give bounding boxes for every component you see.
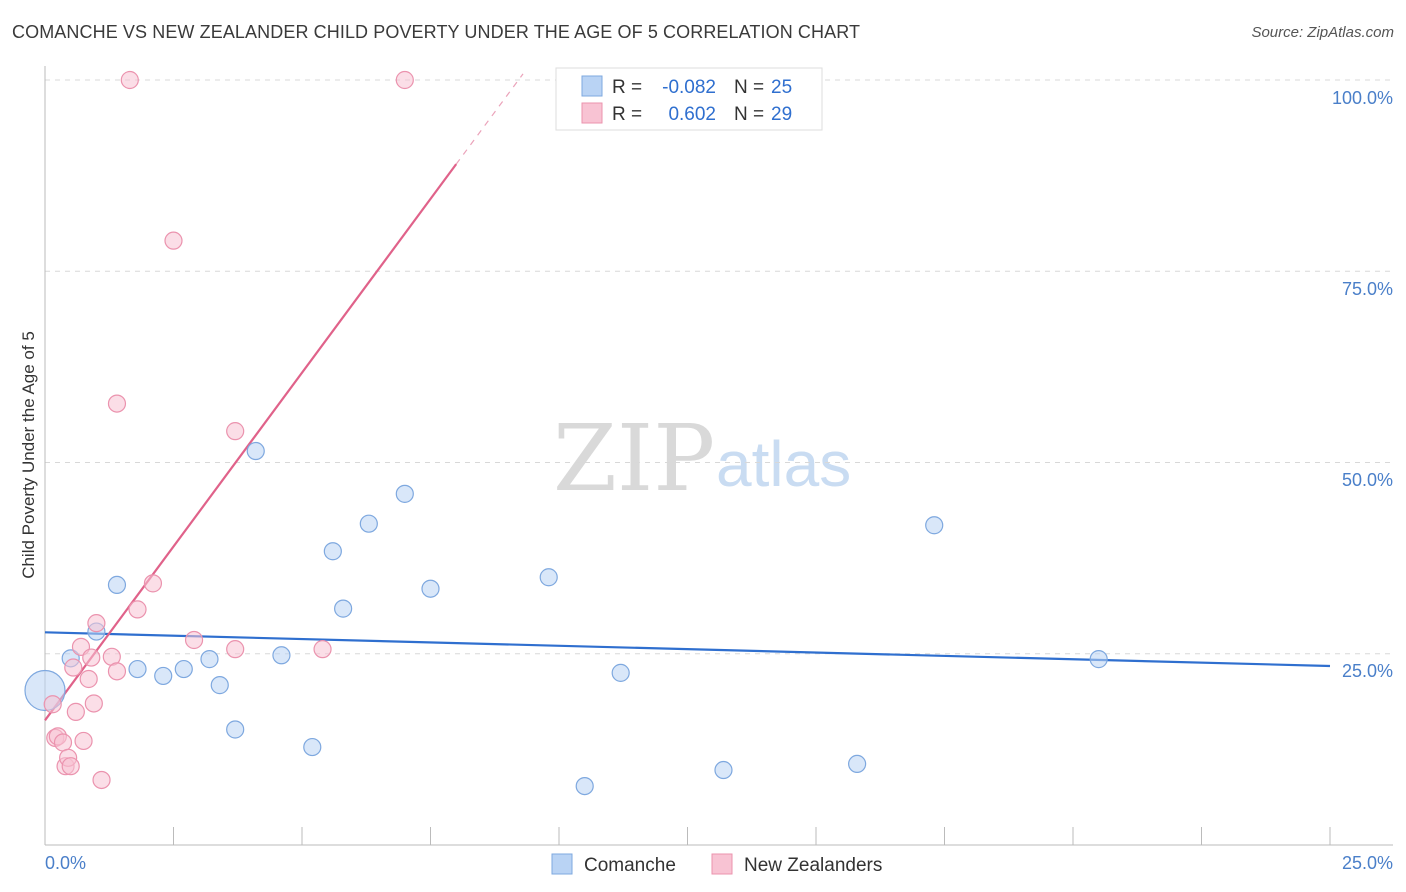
point-comanche-4 xyxy=(128,659,147,679)
legend-label-nz: New Zealanders xyxy=(744,855,882,876)
point-comanche-9 xyxy=(226,720,245,739)
trend-lines xyxy=(44,73,1331,721)
watermark-zip: ZIP xyxy=(553,405,715,512)
point-nz-17 xyxy=(107,394,127,413)
x-tick-label-min: 0.0% xyxy=(45,853,86,873)
point-comanche-17 xyxy=(421,579,440,598)
chart-title: COMANCHE VS NEW ZEALANDER CHILD POVERTY … xyxy=(12,22,861,42)
point-comanche-16 xyxy=(395,484,414,503)
point-comanche-19 xyxy=(575,776,594,796)
point-comanche-14 xyxy=(334,599,353,618)
point-nz-23 xyxy=(184,630,204,650)
trend-line-nz xyxy=(44,163,458,721)
point-nz-25 xyxy=(226,422,245,441)
point-comanche-6 xyxy=(174,659,193,679)
y-tick-label-25: 25.0% xyxy=(1342,661,1393,681)
point-nz-12 xyxy=(82,648,101,667)
point-nz-10 xyxy=(74,731,93,751)
y-tick-label-100: 100.0% xyxy=(1332,88,1393,108)
point-nz-26 xyxy=(313,640,332,659)
y-axis-label: Child Poverty Under the Age of 5 xyxy=(19,331,38,579)
point-nz-15 xyxy=(92,770,111,790)
series-legend: Comanche New Zealanders xyxy=(551,853,882,876)
data-points xyxy=(24,70,1108,796)
point-nz-18 xyxy=(107,662,127,681)
point-nz-21 xyxy=(143,574,163,593)
point-nz-27 xyxy=(395,70,414,90)
stats-n-value-nz: 29 xyxy=(771,104,792,125)
stats-r-value-comanche: -0.082 xyxy=(662,77,716,98)
point-comanche-10 xyxy=(246,441,265,461)
y-tick-label-50: 50.0% xyxy=(1342,470,1393,490)
x-tick-label-max: 25.0% xyxy=(1342,853,1393,873)
point-nz-3 xyxy=(53,733,73,752)
legend-swatch-comanche xyxy=(551,853,573,875)
gridlines xyxy=(45,79,1393,655)
legend-swatch-nz xyxy=(711,853,733,875)
y-tick-label-75: 75.0% xyxy=(1342,279,1393,299)
stats-r-value-nz: 0.602 xyxy=(668,104,716,125)
point-comanche-24 xyxy=(1089,650,1108,669)
stats-swatch-comanche xyxy=(581,75,603,97)
legend-label-comanche: Comanche xyxy=(584,855,676,876)
point-comanche-11 xyxy=(272,646,291,665)
point-nz-14 xyxy=(87,614,106,633)
axis-ticks xyxy=(44,827,1331,845)
point-comanche-7 xyxy=(200,650,219,669)
point-nz-13 xyxy=(84,694,103,713)
point-comanche-15 xyxy=(359,514,378,533)
point-nz-22 xyxy=(164,231,183,250)
axes xyxy=(44,66,1393,846)
trend-line-nz-extension xyxy=(455,73,524,165)
point-comanche-8 xyxy=(210,676,229,695)
point-nz-8 xyxy=(66,702,85,721)
point-nz-7 xyxy=(64,658,83,677)
point-nz-6 xyxy=(61,757,80,776)
point-comanche-3 xyxy=(107,575,127,595)
point-nz-0 xyxy=(43,695,62,714)
stats-n-label-comanche: N = xyxy=(734,77,764,98)
point-nz-20 xyxy=(128,600,147,619)
point-nz-11 xyxy=(79,669,98,689)
stats-r-label-nz: R = xyxy=(612,104,642,125)
point-comanche-21 xyxy=(714,760,733,780)
point-comanche-12 xyxy=(303,737,322,757)
stats-r-label-comanche: R = xyxy=(612,77,642,98)
source-credit: Source: ZipAtlas.com xyxy=(1251,24,1394,41)
watermark-atlas: atlas xyxy=(716,428,851,500)
point-comanche-5 xyxy=(154,666,173,686)
trend-line-comanche xyxy=(44,631,1331,668)
point-comanche-23 xyxy=(925,516,944,535)
stats-n-value-comanche: 25 xyxy=(771,77,792,98)
stats-legend: R = -0.082 N = 25 R = 0.602 N = 29 xyxy=(555,67,823,131)
point-comanche-20 xyxy=(611,663,630,682)
stats-swatch-nz xyxy=(581,102,603,124)
point-nz-19 xyxy=(120,70,139,90)
stats-n-label-nz: N = xyxy=(734,104,764,125)
point-comanche-13 xyxy=(323,542,342,561)
point-comanche-22 xyxy=(848,754,867,774)
point-nz-24 xyxy=(226,640,245,659)
point-comanche-18 xyxy=(539,568,558,587)
